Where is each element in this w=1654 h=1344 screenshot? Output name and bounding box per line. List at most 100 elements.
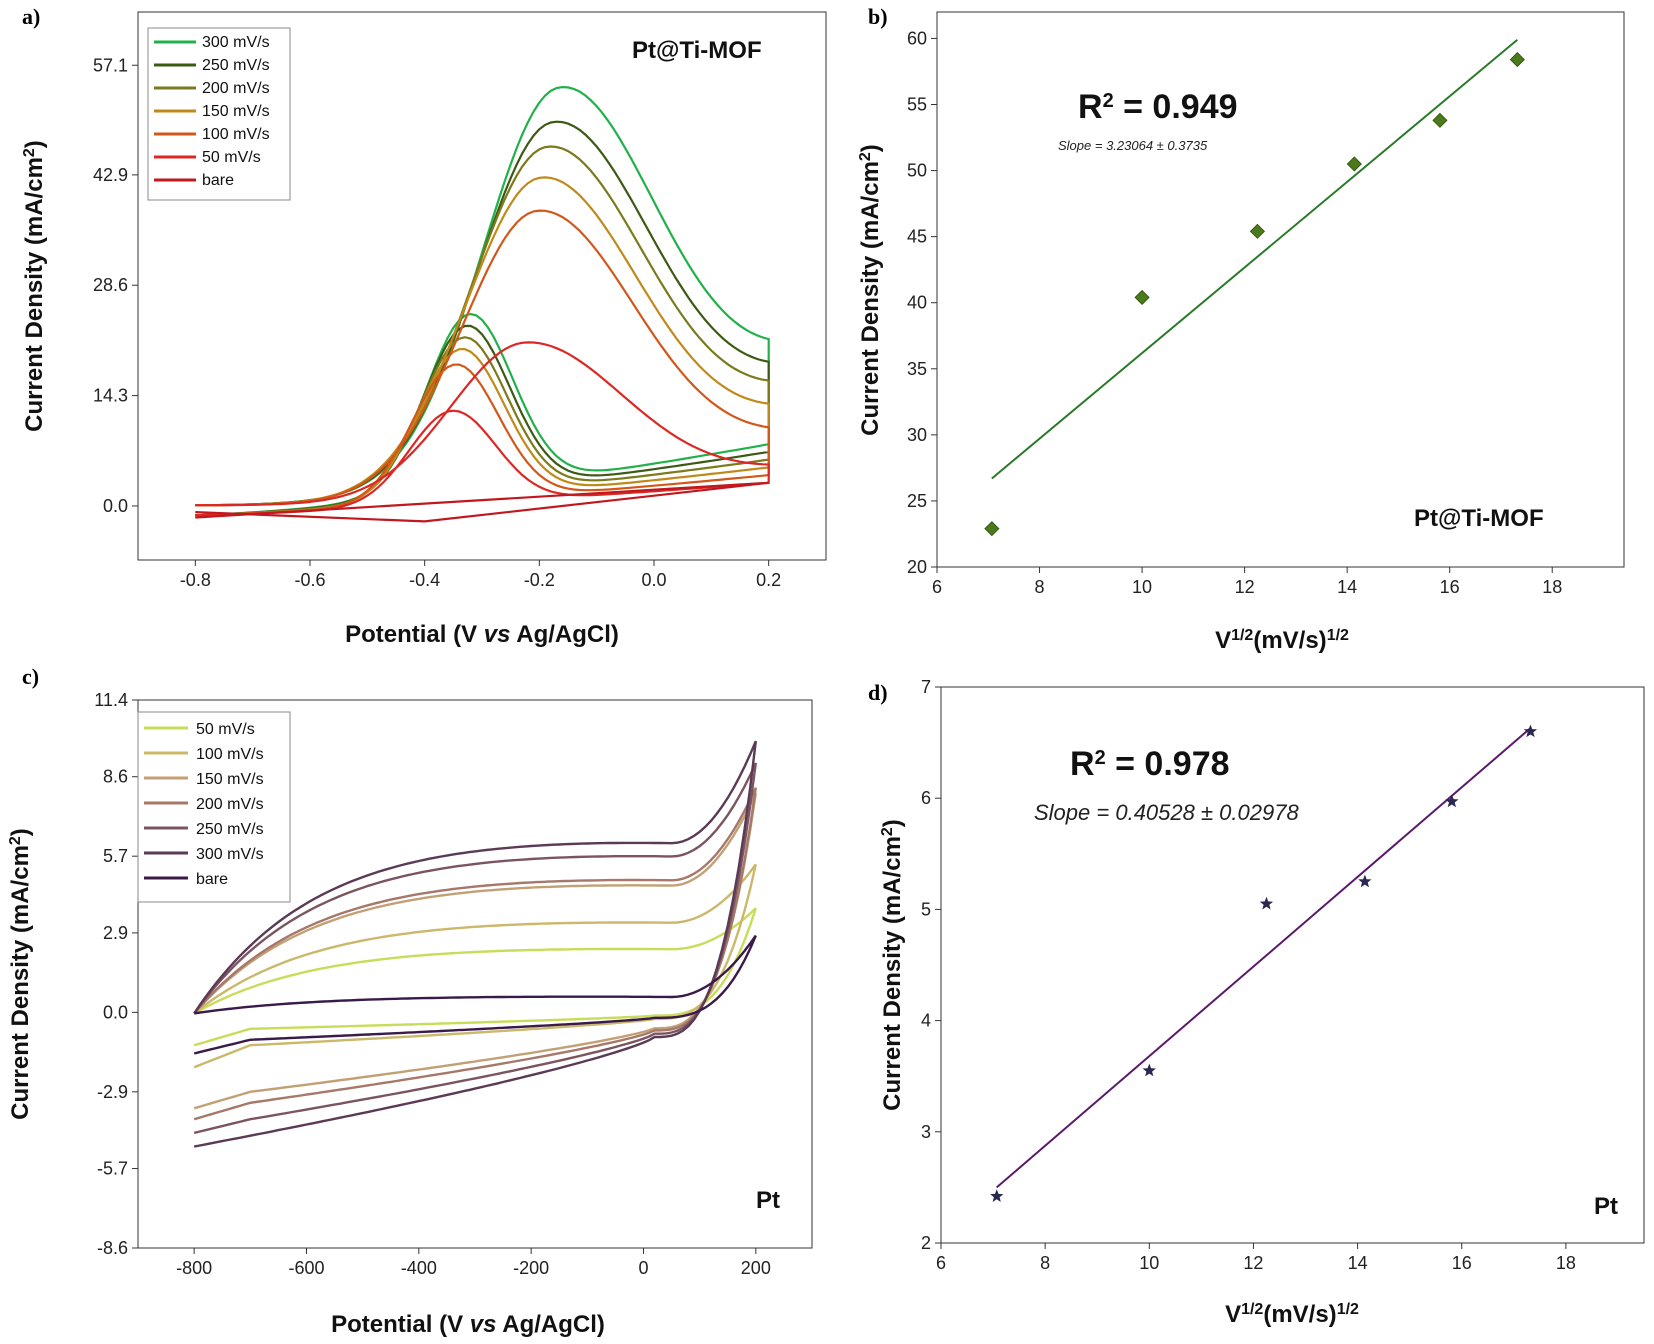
ylabel-d: Current Density (mA/cm2) [879, 819, 907, 1111]
plot-frame-d [940, 686, 1645, 1244]
y-tick-label: 14.3 [93, 386, 128, 406]
y-tick-label: 0.0 [103, 496, 128, 516]
legend-label: 100 mV/s [202, 126, 270, 143]
r2-d: R2 = 0.978 [1070, 745, 1230, 783]
cv-curve-50-mv-s [195, 341, 770, 517]
panel-label-b: b) [868, 4, 888, 29]
x-tick-label: 6 [936, 1253, 946, 1273]
cv-curve-300-mv-s [193, 740, 757, 1148]
y-tick-label: 20 [907, 557, 927, 577]
panel-label-a: a) [22, 4, 40, 29]
curves-c [193, 740, 757, 1148]
legend-label: 150 mV/s [196, 771, 264, 788]
y-tick-label: -2.9 [97, 1082, 128, 1102]
xlabel-b: V1/2(mV/s)1/2 [1215, 627, 1349, 655]
legend-a: 300 mV/s 250 mV/s 200 mV/s 150 mV/s 100 mV/s… [147, 27, 291, 201]
x-tick-label: 10 [1132, 577, 1152, 597]
y-tick-label: -5.7 [97, 1159, 128, 1179]
legend-box-c [137, 711, 291, 903]
fit-line [991, 38, 1519, 480]
r2-b: R2 = 0.949 [1078, 88, 1238, 126]
x-tick-label: 0.2 [756, 570, 781, 590]
y-tick-label: -8.6 [97, 1238, 128, 1258]
y-tick-label: 6 [921, 788, 931, 808]
x-tick-label: 0 [638, 1258, 648, 1278]
fit-line [996, 727, 1532, 1189]
y-tick-label: 35 [907, 359, 927, 379]
y-tick-label: 7 [921, 677, 931, 697]
x-tick-label: 14 [1337, 577, 1357, 597]
annotation-a: Pt@Ti-MOF [632, 37, 762, 64]
x-tick-label: 18 [1556, 1253, 1576, 1273]
x-tick-label: 16 [1452, 1253, 1472, 1273]
cv-curve-50-mv-s [193, 907, 757, 1047]
slope-d: Slope = 0.40528 ± 0.02978 [1034, 800, 1299, 825]
x-tick-label: 16 [1440, 577, 1460, 597]
data-point [1142, 1063, 1156, 1077]
ylabel-b: Current Density (mA/cm2) [857, 144, 885, 436]
panel-d: d) 6 8 10 12 14 16 18 2 3 4 5 6 7 R2 = 0.978 Slope =… [868, 677, 1645, 1329]
y-tick-label: 42.9 [93, 165, 128, 185]
y-tick-label: 60 [907, 28, 927, 48]
legend-label: bare [196, 871, 228, 888]
x-tick-label: 0.0 [641, 570, 666, 590]
data-point [1346, 156, 1362, 172]
legend-label: 50 mV/s [196, 721, 255, 738]
legend-label: 300 mV/s [196, 846, 264, 863]
legend-label: 200 mV/s [202, 80, 270, 97]
data-point [1358, 874, 1372, 888]
y-tick-label: 57.1 [93, 55, 128, 75]
x-tick-label: -0.8 [180, 570, 211, 590]
ticks-a: -0.8 -0.6 -0.4 -0.2 0.0 0.2 0.0 14.3 28.6 42.9 57.… [93, 55, 781, 590]
x-tick-label: 8 [1040, 1253, 1050, 1273]
x-tick-label: 14 [1348, 1253, 1368, 1273]
cv-curve-100-mv-s [193, 863, 757, 1069]
x-tick-label: 12 [1235, 577, 1255, 597]
y-tick-label: 30 [907, 425, 927, 445]
y-tick-label: 5.7 [103, 846, 128, 866]
legend-label: 250 mV/s [196, 821, 264, 838]
plot-d [990, 724, 1538, 1202]
data-point [1445, 794, 1459, 808]
ticks-d: 6 8 10 12 14 16 18 2 3 4 5 6 7 [921, 677, 1576, 1273]
plot-frame-b [936, 11, 1625, 568]
ticks-b: 6 8 10 12 14 16 18 20 25 30 35 40 45 50 55 60 [907, 28, 1562, 597]
legend-label: 200 mV/s [196, 796, 264, 813]
x-tick-label: -800 [176, 1258, 212, 1278]
x-tick-label: -200 [513, 1258, 549, 1278]
cv-curve-200-mv-s [193, 787, 757, 1121]
y-tick-label: 4 [921, 1011, 931, 1031]
x-tick-label: 6 [932, 577, 942, 597]
data-point [1509, 52, 1525, 68]
x-tick-label: 12 [1243, 1253, 1263, 1273]
annotation-b: Pt@Ti-MOF [1414, 505, 1544, 532]
data-point [1134, 289, 1150, 305]
data-point [1259, 896, 1274, 910]
xlabel-d: V1/2(mV/s)1/2 [1225, 1301, 1359, 1329]
legend-label: 50 mV/s [202, 149, 261, 166]
legend-c: 50 mV/s 100 mV/s 150 mV/s 200 mV/s 250 mV/s 3… [137, 711, 291, 903]
data-point [1249, 223, 1265, 239]
data-point [1432, 112, 1448, 128]
cv-curve-250-mv-s [193, 762, 757, 1135]
y-tick-label: 11.4 [94, 690, 128, 710]
y-tick-label: 5 [921, 899, 931, 919]
data-point [1523, 724, 1538, 738]
legend-label: 100 mV/s [196, 746, 264, 763]
data-point [984, 521, 1000, 537]
ylabel-a: Current Density (mA/cm2) [21, 140, 49, 432]
slope-b: Slope = 3.23064 ± 0.3735 [1058, 138, 1208, 153]
x-tick-label: -400 [401, 1258, 437, 1278]
ticks-c: -800 -600 -400 -200 0 200 -8.6 -5.7 -2.9 0.0 2.9 5.… [94, 690, 771, 1278]
y-tick-label: 55 [907, 95, 927, 115]
plot-b [984, 38, 1525, 537]
y-tick-label: 28.6 [93, 275, 128, 295]
y-tick-label: 45 [907, 227, 927, 247]
x-tick-label: -0.2 [524, 570, 555, 590]
cv-curve-bare [195, 481, 769, 523]
legend-box-a [147, 27, 291, 201]
x-tick-label: -0.4 [409, 570, 440, 590]
legend-label: 150 mV/s [202, 103, 270, 120]
y-tick-label: 50 [907, 161, 927, 181]
x-tick-label: -0.6 [294, 570, 325, 590]
